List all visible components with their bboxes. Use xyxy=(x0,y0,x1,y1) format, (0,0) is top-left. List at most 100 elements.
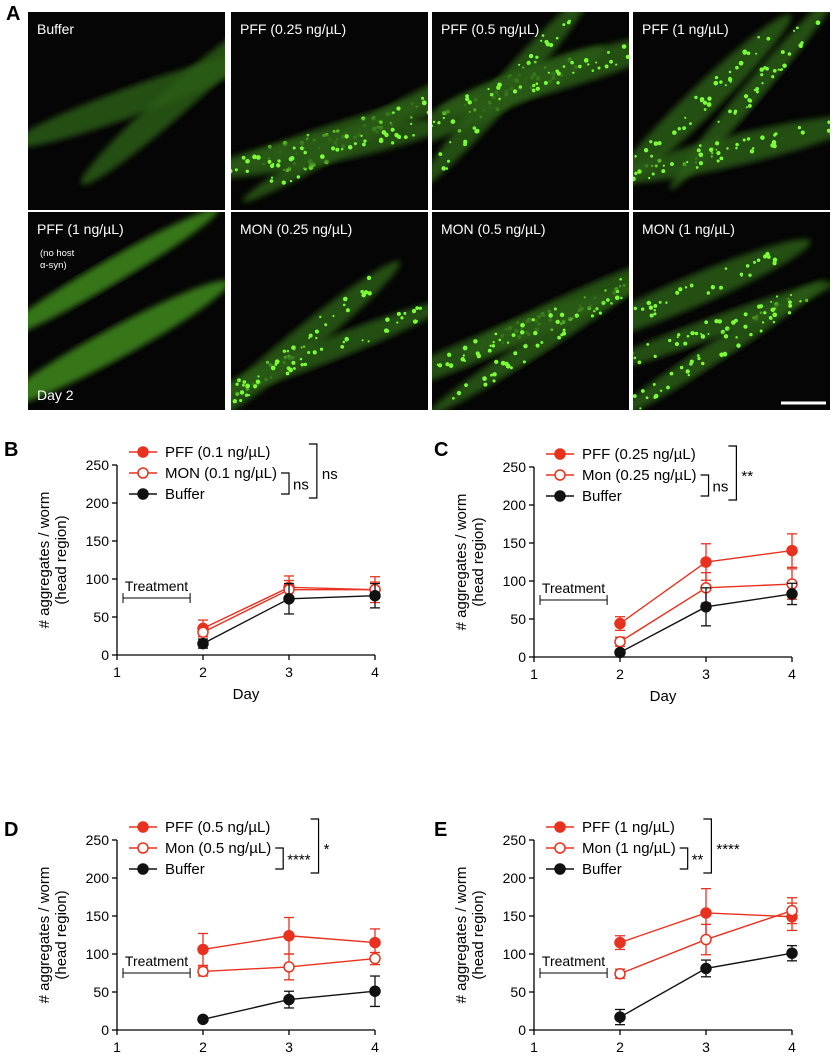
aggregate xyxy=(234,168,238,172)
sig-bracket xyxy=(308,443,318,499)
legend-marker xyxy=(554,469,566,481)
aggregate xyxy=(498,338,502,342)
aggregate xyxy=(736,343,741,348)
aggregate xyxy=(756,258,761,262)
aggregate xyxy=(633,394,637,399)
aggregate xyxy=(396,311,401,316)
aggregate xyxy=(363,290,369,295)
aggregate xyxy=(344,336,349,342)
aggregate xyxy=(782,63,787,68)
aggregate xyxy=(620,296,623,300)
aggregate xyxy=(476,353,482,359)
aggregate xyxy=(700,100,703,103)
aggregate xyxy=(489,344,492,347)
aggregate xyxy=(652,383,656,386)
aggregate xyxy=(629,168,632,171)
aggregate xyxy=(342,296,348,302)
aggregate xyxy=(432,120,436,124)
aggregate xyxy=(522,360,526,364)
aggregate xyxy=(697,356,701,361)
aggregate xyxy=(605,298,610,302)
y-tick-label: 100 xyxy=(503,573,527,589)
significance: ** xyxy=(692,852,704,869)
aggregate xyxy=(239,390,245,395)
legend-marker xyxy=(137,467,149,479)
aggregate xyxy=(286,349,290,353)
aggregate xyxy=(491,344,496,348)
aggregate xyxy=(553,307,557,311)
aggregate xyxy=(665,301,668,304)
aggregate xyxy=(717,319,722,324)
aggregate xyxy=(562,23,566,27)
aggregate xyxy=(773,133,777,137)
sig-bracket xyxy=(700,474,710,497)
aggregate xyxy=(745,264,750,268)
aggregate xyxy=(275,163,281,168)
aggregate xyxy=(255,379,261,384)
aggregate xyxy=(308,336,311,339)
data-point xyxy=(700,933,712,946)
aggregate xyxy=(710,155,713,158)
y-tick-label: 200 xyxy=(86,870,110,886)
aggregate xyxy=(270,176,274,179)
x-axis-label: Day xyxy=(233,686,260,703)
aggregate xyxy=(540,39,543,42)
micrograph xyxy=(231,70,428,203)
aggregate xyxy=(540,341,544,344)
aggregate xyxy=(438,152,443,157)
aggregate xyxy=(726,147,729,150)
aggregate xyxy=(724,326,730,332)
aggregate xyxy=(772,257,778,263)
aggregate xyxy=(306,133,310,137)
data-point xyxy=(369,589,381,602)
aggregate xyxy=(735,142,739,147)
aggregate xyxy=(535,55,539,59)
aggregate xyxy=(342,303,346,307)
aggregate xyxy=(378,138,384,144)
aggregate xyxy=(347,144,353,150)
aggregate xyxy=(523,343,528,349)
x-tick-label: 2 xyxy=(616,666,624,682)
aggregate xyxy=(715,148,718,151)
data-point xyxy=(786,544,798,557)
aggregate xyxy=(715,141,720,146)
aggregate xyxy=(418,306,422,310)
aggregate xyxy=(270,365,276,371)
aggregate xyxy=(545,42,551,47)
y-tick-label: 200 xyxy=(503,497,527,513)
y-tick-label: 50 xyxy=(510,611,526,627)
aggregate xyxy=(780,50,785,54)
x-tick-label: 2 xyxy=(199,664,207,680)
aggregate xyxy=(619,277,622,281)
aggregate xyxy=(562,328,566,332)
aggregate xyxy=(827,120,830,124)
aggregate xyxy=(724,84,727,87)
aggregate xyxy=(242,383,245,387)
legend-label: PFF (0.1 ng/µL) xyxy=(165,444,270,461)
aggregate xyxy=(659,389,663,392)
aggregate xyxy=(487,88,490,91)
worm xyxy=(633,280,825,410)
aggregate xyxy=(707,96,712,101)
aggregate xyxy=(676,336,679,339)
aggregate xyxy=(790,293,793,296)
aggregate xyxy=(643,148,649,153)
legend-label: PFF (1 ng/µL) xyxy=(582,819,675,836)
aggregate xyxy=(335,147,340,152)
aggregate xyxy=(426,110,428,115)
image-caption: PFF (0.5 ng/µL) xyxy=(441,21,539,37)
aggregate xyxy=(614,295,620,301)
aggregate xyxy=(556,71,561,76)
y-tick-label: 200 xyxy=(86,495,110,511)
aggregate xyxy=(379,120,383,125)
aggregate xyxy=(653,309,656,312)
x-tick-label: 4 xyxy=(788,666,796,682)
aggregate xyxy=(467,100,472,105)
aggregate xyxy=(625,54,629,59)
aggregate xyxy=(745,106,748,109)
legend-marker xyxy=(554,490,566,502)
aggregate xyxy=(288,367,293,373)
data-point xyxy=(197,637,209,650)
aggregate xyxy=(607,51,610,54)
aggregate xyxy=(772,312,778,318)
